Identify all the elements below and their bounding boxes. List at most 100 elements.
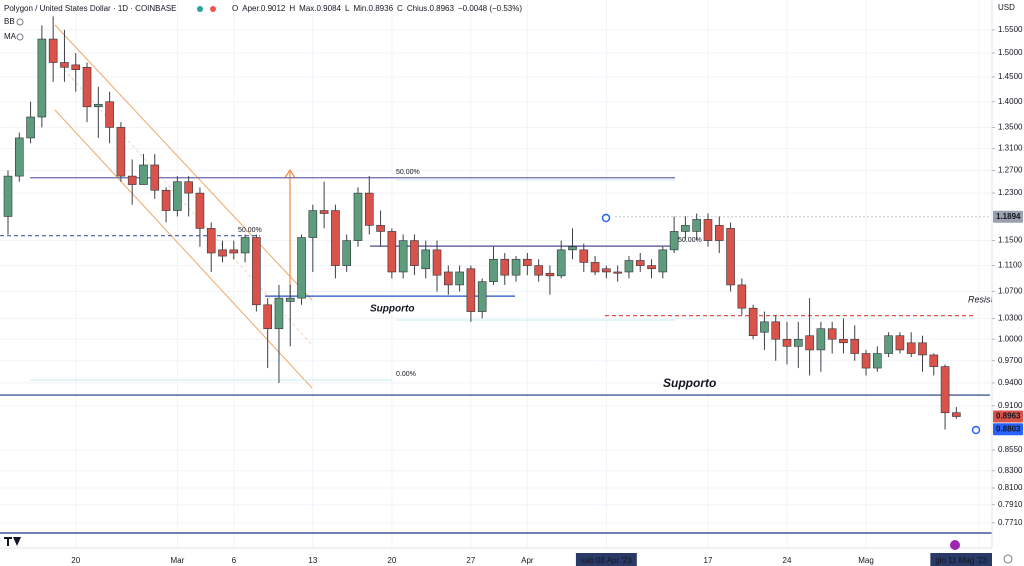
candle-body [229,249,239,254]
candle-body [139,164,148,185]
candle-body [48,38,58,63]
candle-body [895,335,905,351]
y-tick-label: 0.8550 [998,445,1023,454]
candle-body [726,228,735,286]
y-tick-label: 1.1100 [998,261,1022,270]
candle-body [218,249,227,257]
y-tick-label: 0.9700 [998,356,1023,365]
candle-body [489,258,498,282]
y-tick-label: 1.3100 [998,144,1023,153]
x-tick-label: Mag [858,556,874,565]
ohlc-value: −0.0048 (−0.53%) [458,4,522,13]
candle-body [195,192,205,229]
candle-body [782,338,792,347]
candle-body [60,62,69,68]
candle-body [590,262,600,273]
x-label-box [575,553,637,566]
candle-body [398,240,408,273]
candle-body [500,258,510,276]
candle-body [387,231,397,273]
annotation: 50.00% [396,169,420,176]
candle-body [635,260,645,266]
candle-body [681,225,690,232]
candle-body [692,219,701,232]
candle-body [714,225,724,241]
x-label-box [930,553,992,566]
candle-body [906,342,916,354]
settings-icon[interactable] [1003,554,1013,564]
candle-body [26,116,35,139]
symbol-title: Polygon / United States Dollar · 1D · CO… [4,4,177,13]
y-tick-label: 1.2700 [998,166,1023,175]
candle-body [116,127,126,177]
candle-body [127,175,137,185]
ohlc: O Aper.0.9012 H Max.0.9084 L Min.0.8936 C Chius… [232,4,522,13]
candle-body [37,38,47,118]
candle-body [274,297,284,330]
candle-body [455,271,464,286]
candle-body [850,338,860,354]
candle-body [861,353,871,369]
candle-body [353,192,363,241]
annotation: 50.00% [678,237,702,244]
y-tick-label: 0.8100 [998,483,1023,492]
y-tick-label: 1.3500 [998,123,1023,132]
ohlc-value: C [397,4,403,13]
axes: 1.5500 1.5000 1.4500 1.4000 1.3500 1.3100 1.27… [71,25,1023,566]
x-tick-label: 17 [704,556,713,565]
candle-body [14,137,24,177]
candle-body [252,237,261,306]
candle-body [376,225,385,232]
x-tick-label: 27 [466,556,475,565]
candle-body [331,210,340,266]
candle-body [477,281,487,312]
candle-body [579,249,589,263]
candle-body [173,181,182,211]
ohlc-value: Chius.0.8963 [407,4,455,13]
candle-body [263,304,272,330]
x-label-highlight: glo 11 Mag '23 [935,556,987,565]
annotation: Supporto [663,376,716,390]
price-axis[interactable] [992,0,1024,566]
indicator[interactable]: MA [4,32,17,41]
y-tick-label: 1.5500 [998,25,1023,34]
candle-body [839,338,848,344]
marker [601,213,611,223]
status-dot [210,6,216,12]
y-tick-label: 1.4000 [998,97,1023,106]
ohlc-value: H [289,4,295,13]
candle-body [929,354,939,367]
channel-line [54,109,313,389]
candle-body [3,175,13,217]
candle-body [748,307,758,337]
status-dot [197,6,203,12]
price-label-box [993,410,1023,423]
indicator[interactable]: BB [4,17,15,26]
candles [3,16,961,430]
ohlc-value: Max.0.9084 [299,4,341,13]
candle-body [82,66,92,108]
x-tick-label: 6 [232,556,237,565]
candle-body [150,164,160,191]
candle-body [71,64,81,70]
price-label: 1.1894 [996,212,1021,221]
candle-body [873,353,882,369]
candle-body [918,342,927,356]
event-icon[interactable] [950,540,960,550]
candle-body [568,246,577,251]
x-tick-label: Mar [170,556,184,565]
eye-icon[interactable] [16,18,24,26]
x-tick-label: 20 [387,556,396,565]
eye-icon[interactable] [16,33,24,41]
y-tick-label: 1.0000 [998,334,1023,343]
candle-body [523,258,532,266]
candle-body [511,258,521,276]
candle-body [444,271,453,286]
candle-body [827,328,837,340]
candle-body [206,228,216,254]
arrow-head [284,168,296,179]
candle-body [884,335,893,354]
y-tick-label: 1.0300 [998,313,1023,322]
